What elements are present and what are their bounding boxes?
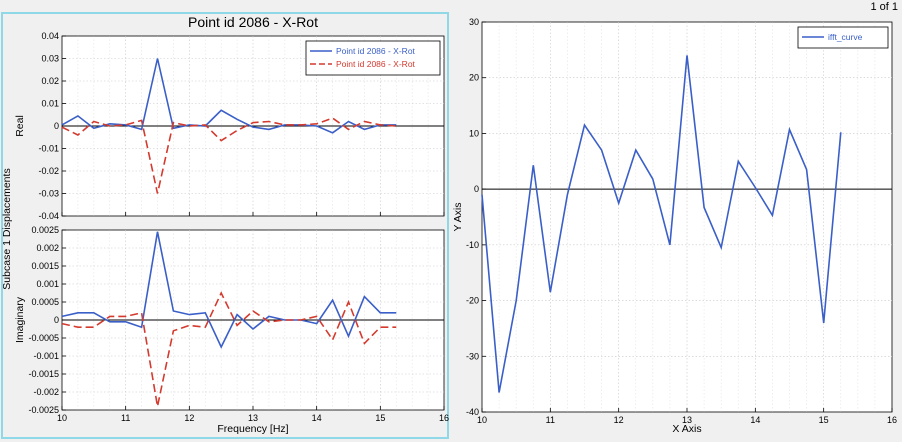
y-tick-label: -0.002: [33, 387, 59, 397]
x-tick-label: 10: [57, 413, 67, 423]
y-tick-label: -0.03: [38, 189, 59, 199]
legend: ifft_curve: [797, 26, 889, 49]
legend-label: Point id 2086 - X-Rot: [336, 59, 416, 69]
y-tick-label: -0.04: [38, 211, 59, 221]
y-tick-label: 0: [54, 315, 59, 325]
y-tick-label: 30: [469, 17, 479, 27]
y-tick-label: 0.02: [41, 76, 59, 86]
y-tick-label: -0.01: [38, 144, 59, 154]
x-axis-label: Frequency [Hz]: [217, 423, 288, 435]
x-tick-label: 12: [184, 413, 194, 423]
y-tick-label: 0.0005: [31, 297, 59, 307]
y-axis-label: Imaginary: [14, 296, 26, 343]
legend-box: [797, 26, 889, 49]
y-tick-label: -10: [466, 240, 479, 250]
legend-box: [305, 40, 441, 76]
series-line: [61, 231, 397, 349]
y-axis-label: Real: [14, 115, 26, 137]
y-axis-label: Y Axis: [452, 203, 464, 232]
chart-title: Point id 2086 - X-Rot: [188, 14, 318, 30]
x-tick-label: 15: [375, 413, 385, 423]
x-tick-label: 12: [614, 415, 624, 425]
y-tick-label: -30: [466, 351, 479, 361]
x-tick-label: 10: [477, 415, 487, 425]
page-indicator: 1 of 1: [870, 1, 898, 13]
legend: Point id 2086 - X-Rot Point id 2086 - X-R…: [305, 40, 441, 76]
x-tick-label: 15: [819, 415, 829, 425]
y-tick-label: 0.0015: [31, 261, 59, 271]
legend-label: Point id 2086 - X-Rot: [336, 46, 416, 56]
y-tick-label: 0.001: [36, 279, 59, 289]
x-tick-label: 14: [750, 415, 760, 425]
y-tick-label: -0.001: [33, 351, 59, 361]
x-tick-label: 16: [887, 415, 897, 425]
series-line: [481, 55, 842, 393]
y-tick-label: 0.03: [41, 54, 59, 64]
shared-y-axis-label: Subcase 1 Displacements: [1, 168, 13, 289]
y-tick-label: 0.01: [41, 99, 59, 109]
x-axis-label: X Axis: [672, 423, 701, 435]
y-tick-label: -0.0005: [28, 333, 59, 343]
y-tick-label: -0.0015: [28, 369, 59, 379]
y-tick-label: 0.0025: [31, 225, 59, 235]
y-tick-label: 0.002: [36, 243, 59, 253]
y-tick-label: 10: [469, 128, 479, 138]
legend-label: ifft_curve: [828, 32, 863, 42]
y-tick-label: 20: [469, 73, 479, 83]
series-line: [61, 58, 397, 134]
x-tick-label: 11: [546, 415, 555, 425]
y-tick-label: 0: [474, 184, 479, 194]
chart-real: 0.04 0.03 0.02 0.01 0 -0.01 -0.02 -0.03 -0.04 Rea…: [14, 31, 445, 221]
y-tick-label: 0: [54, 121, 59, 131]
y-tick-label: -0.02: [38, 166, 59, 176]
x-tick-label: 13: [682, 415, 692, 425]
x-tick-label: 14: [312, 413, 322, 423]
chart-y-axis: 10 11 12 13 14 15 16 30 20 10 0 -10 -20 -30 -40 Y Axis X…: [452, 17, 897, 435]
y-tick-label: -40: [466, 407, 479, 417]
y-tick-label: 0.04: [41, 31, 59, 41]
x-tick-label: 16: [439, 413, 449, 423]
series-line: [61, 117, 397, 194]
x-tick-label: 11: [121, 413, 130, 423]
plot-area: [481, 21, 893, 413]
y-tick-label: -0.0025: [28, 405, 59, 415]
x-tick-label: 13: [248, 413, 258, 423]
y-tick-label: -20: [466, 296, 479, 306]
chart-imaginary: 10 11 12 13 14 15 16 0.0025 0.002 0.0015 0.001 0.00…: [14, 225, 449, 435]
